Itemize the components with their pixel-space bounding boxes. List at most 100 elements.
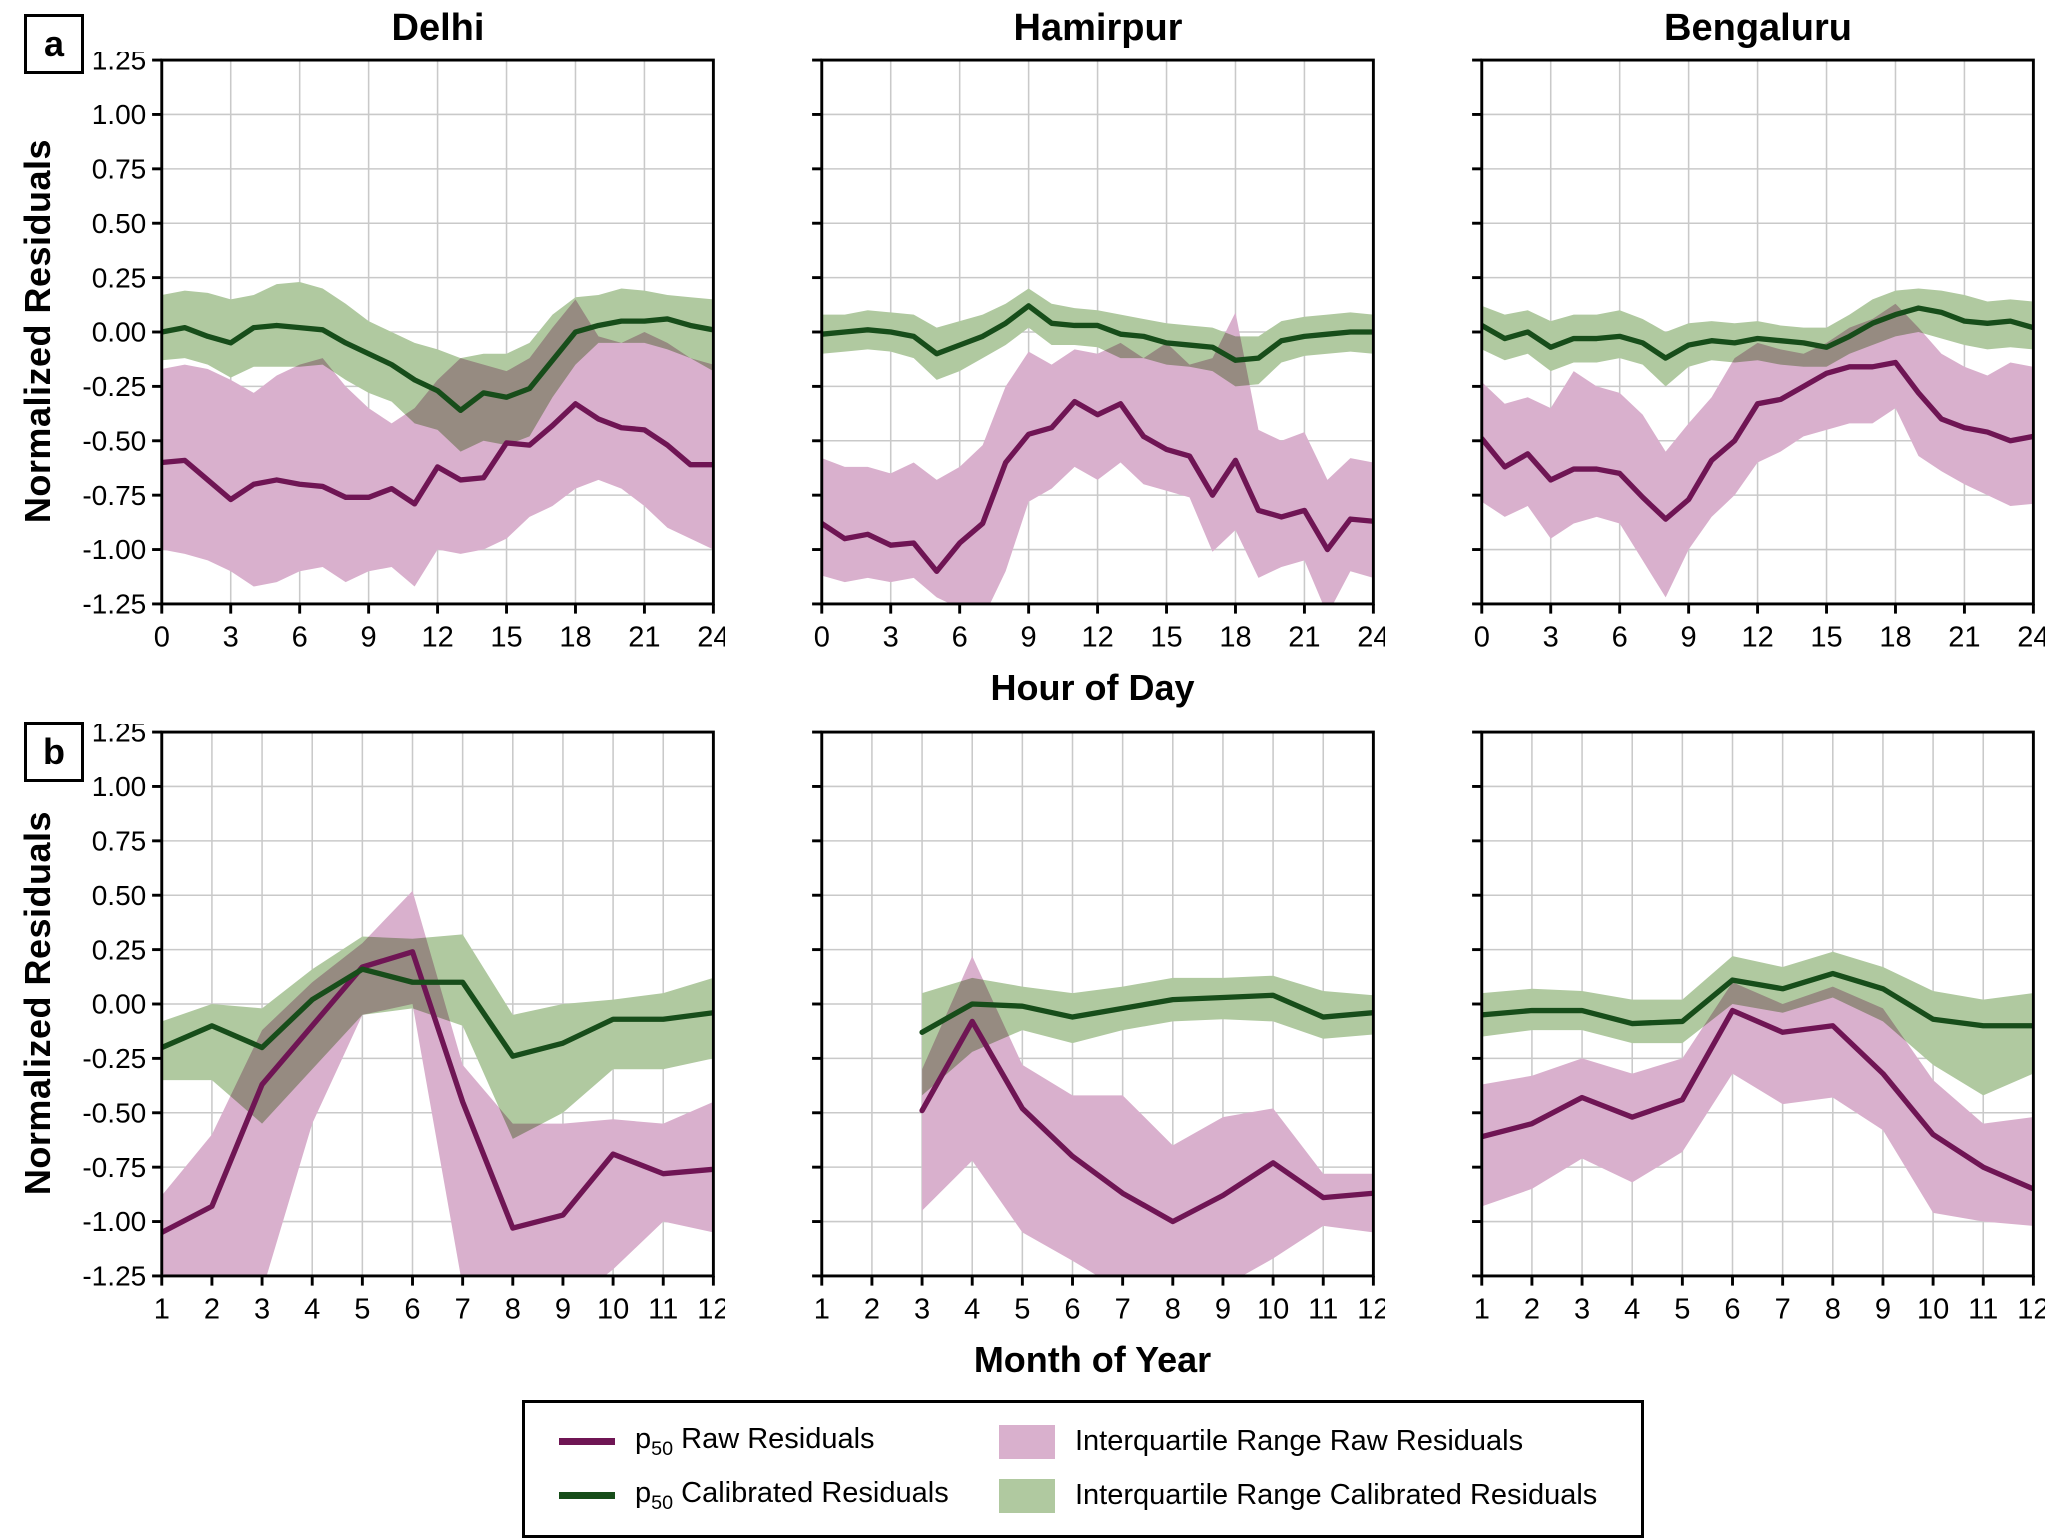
legend-label-raw-iqr: Interquartile Range Raw Residuals	[1075, 1425, 1524, 1458]
svg-text:6: 6	[1064, 1294, 1080, 1326]
svg-text:6: 6	[292, 622, 308, 654]
svg-text:12: 12	[2017, 1294, 2045, 1326]
svg-text:5: 5	[1014, 1294, 1030, 1326]
svg-text:0: 0	[154, 622, 170, 654]
svg-text:10: 10	[597, 1294, 629, 1326]
legend-item-calibrated-median: p50 Calibrated Residuals	[559, 1477, 989, 1515]
subplot-hamirpur-monthly: 123456789101112	[725, 724, 1385, 1344]
panel-letter-a: a	[43, 23, 65, 64]
legend-label-calibrated-median: p50 Calibrated Residuals	[635, 1476, 949, 1514]
svg-text:1: 1	[154, 1294, 170, 1326]
svg-text:18: 18	[1879, 622, 1911, 654]
svg-text:-0.50: -0.50	[82, 425, 146, 456]
panel-a-block: a Normalized Residuals Delhi 0 3 6 9 12 15 18 2…	[10, 6, 2067, 714]
row-a-plots: Normalized Residuals Delhi 0 3 6 9 12 15 18 21 2…	[10, 6, 2067, 672]
svg-text:1.25: 1.25	[92, 724, 147, 748]
svg-text:-0.50: -0.50	[82, 1097, 146, 1128]
svg-text:-1.00: -1.00	[82, 534, 146, 565]
row-b-plots: Normalized Residuals 1234567891011121.25…	[10, 724, 2067, 1344]
svg-text:3: 3	[1543, 622, 1559, 654]
y-axis-label-text-a: Normalized Residuals	[16, 138, 58, 524]
legend-item-calibrated-iqr: Interquartile Range Calibrated Residuals	[999, 1477, 1627, 1515]
svg-text:9: 9	[1875, 1294, 1891, 1326]
plot-title-bengaluru: Bengaluru	[1664, 7, 1852, 49]
svg-text:0: 0	[814, 622, 830, 654]
chart-hamirpur-monthly: 123456789101112	[812, 730, 1385, 1326]
svg-text:0.75: 0.75	[92, 826, 147, 857]
chart-delhi-hourly: 0 3 6 9 12 15 18 21 24 1.25 1.00 0.75 0.50 0.25 0.00 -0…	[82, 52, 725, 654]
subplot-bengaluru-hourly: Bengaluru 0 3 6 9 12 15 18 21 24	[1385, 6, 2045, 672]
svg-text:-1.25: -1.25	[82, 1261, 146, 1292]
svg-text:6: 6	[952, 622, 968, 654]
svg-text:18: 18	[559, 622, 591, 654]
y-axis-label-b: Normalized Residuals	[10, 724, 65, 1344]
calibrated-iqr-patch-swatch	[999, 1478, 1055, 1513]
legend-item-raw-iqr: Interquartile Range Raw Residuals	[999, 1423, 1627, 1461]
svg-text:3: 3	[254, 1294, 270, 1326]
svg-text:0.75: 0.75	[92, 154, 147, 185]
svg-text:0.50: 0.50	[92, 208, 147, 239]
svg-text:0.50: 0.50	[92, 880, 147, 911]
svg-text:1: 1	[814, 1294, 830, 1326]
svg-text:7: 7	[1115, 1294, 1131, 1326]
svg-text:0.00: 0.00	[92, 989, 147, 1020]
svg-text:-0.75: -0.75	[82, 480, 146, 511]
svg-text:0.25: 0.25	[92, 262, 147, 293]
chart-bengaluru-monthly: 123456789101112	[1472, 730, 2045, 1326]
svg-text:-0.25: -0.25	[82, 1043, 146, 1074]
calibrated-median-line-swatch	[559, 1492, 615, 1500]
svg-text:9: 9	[1681, 622, 1697, 654]
panel-label-b: b	[24, 722, 84, 782]
svg-text:21: 21	[1948, 622, 1980, 654]
legend-label-calibrated-iqr: Interquartile Range Calibrated Residuals	[1075, 1479, 1598, 1512]
subplot-bengaluru-monthly: 123456789101112	[1385, 724, 2045, 1344]
svg-text:15: 15	[1150, 622, 1182, 654]
svg-text:15: 15	[490, 622, 522, 654]
x-axis-label-month: Month of Year	[973, 1339, 1212, 1380]
svg-text:12: 12	[1741, 622, 1773, 654]
svg-text:-0.75: -0.75	[82, 1152, 146, 1183]
svg-text:9: 9	[1021, 622, 1037, 654]
svg-text:-0.25: -0.25	[82, 371, 146, 402]
chart-hamirpur-hourly: 0 3 6 9 12 15 18 21 24	[812, 58, 1385, 654]
svg-text:8: 8	[505, 1294, 521, 1326]
subplot-hamirpur-hourly: Hamirpur 0 3 6 9 12 15 18 21 24	[725, 6, 1385, 672]
svg-text:0: 0	[1474, 622, 1490, 654]
svg-text:12: 12	[697, 1294, 725, 1326]
legend-item-raw-median: p50 Raw Residuals	[559, 1423, 989, 1461]
svg-text:10: 10	[1257, 1294, 1289, 1326]
subplot-delhi-monthly: 1234567891011121.251.000.750.500.250.00-…	[65, 724, 725, 1344]
svg-text:6: 6	[1612, 622, 1628, 654]
svg-text:21: 21	[1288, 622, 1320, 654]
svg-text:10: 10	[1917, 1294, 1949, 1326]
svg-text:0.25: 0.25	[92, 934, 147, 965]
svg-text:1.00: 1.00	[92, 99, 147, 130]
panel-letter-b: b	[43, 731, 65, 772]
svg-text:6: 6	[1724, 1294, 1740, 1326]
raw-median-line-swatch	[559, 1438, 615, 1446]
svg-text:9: 9	[555, 1294, 571, 1326]
svg-text:6: 6	[404, 1294, 420, 1326]
svg-text:3: 3	[914, 1294, 930, 1326]
svg-text:4: 4	[964, 1294, 980, 1326]
svg-text:1.25: 1.25	[92, 52, 147, 76]
x-axis-label-hour: Hour of Day	[990, 667, 1195, 708]
svg-text:24: 24	[697, 622, 725, 654]
svg-text:8: 8	[1825, 1294, 1841, 1326]
svg-text:4: 4	[1624, 1294, 1640, 1326]
svg-text:3: 3	[883, 622, 899, 654]
svg-text:21: 21	[628, 622, 660, 654]
svg-text:1.00: 1.00	[92, 771, 147, 802]
svg-text:7: 7	[455, 1294, 471, 1326]
svg-text:9: 9	[361, 622, 377, 654]
panel-label-a: a	[24, 14, 84, 74]
svg-text:12: 12	[1357, 1294, 1385, 1326]
svg-text:24: 24	[2017, 622, 2045, 654]
legend-box: p50 Raw Residuals Interquartile Range Ra…	[522, 1400, 1644, 1538]
plot-title-delhi: Delhi	[391, 7, 485, 49]
svg-text:18: 18	[1219, 622, 1251, 654]
svg-text:3: 3	[223, 622, 239, 654]
svg-text:2: 2	[1524, 1294, 1540, 1326]
y-axis-label-text-b: Normalized Residuals	[16, 810, 58, 1196]
svg-text:11: 11	[1968, 1294, 1998, 1326]
